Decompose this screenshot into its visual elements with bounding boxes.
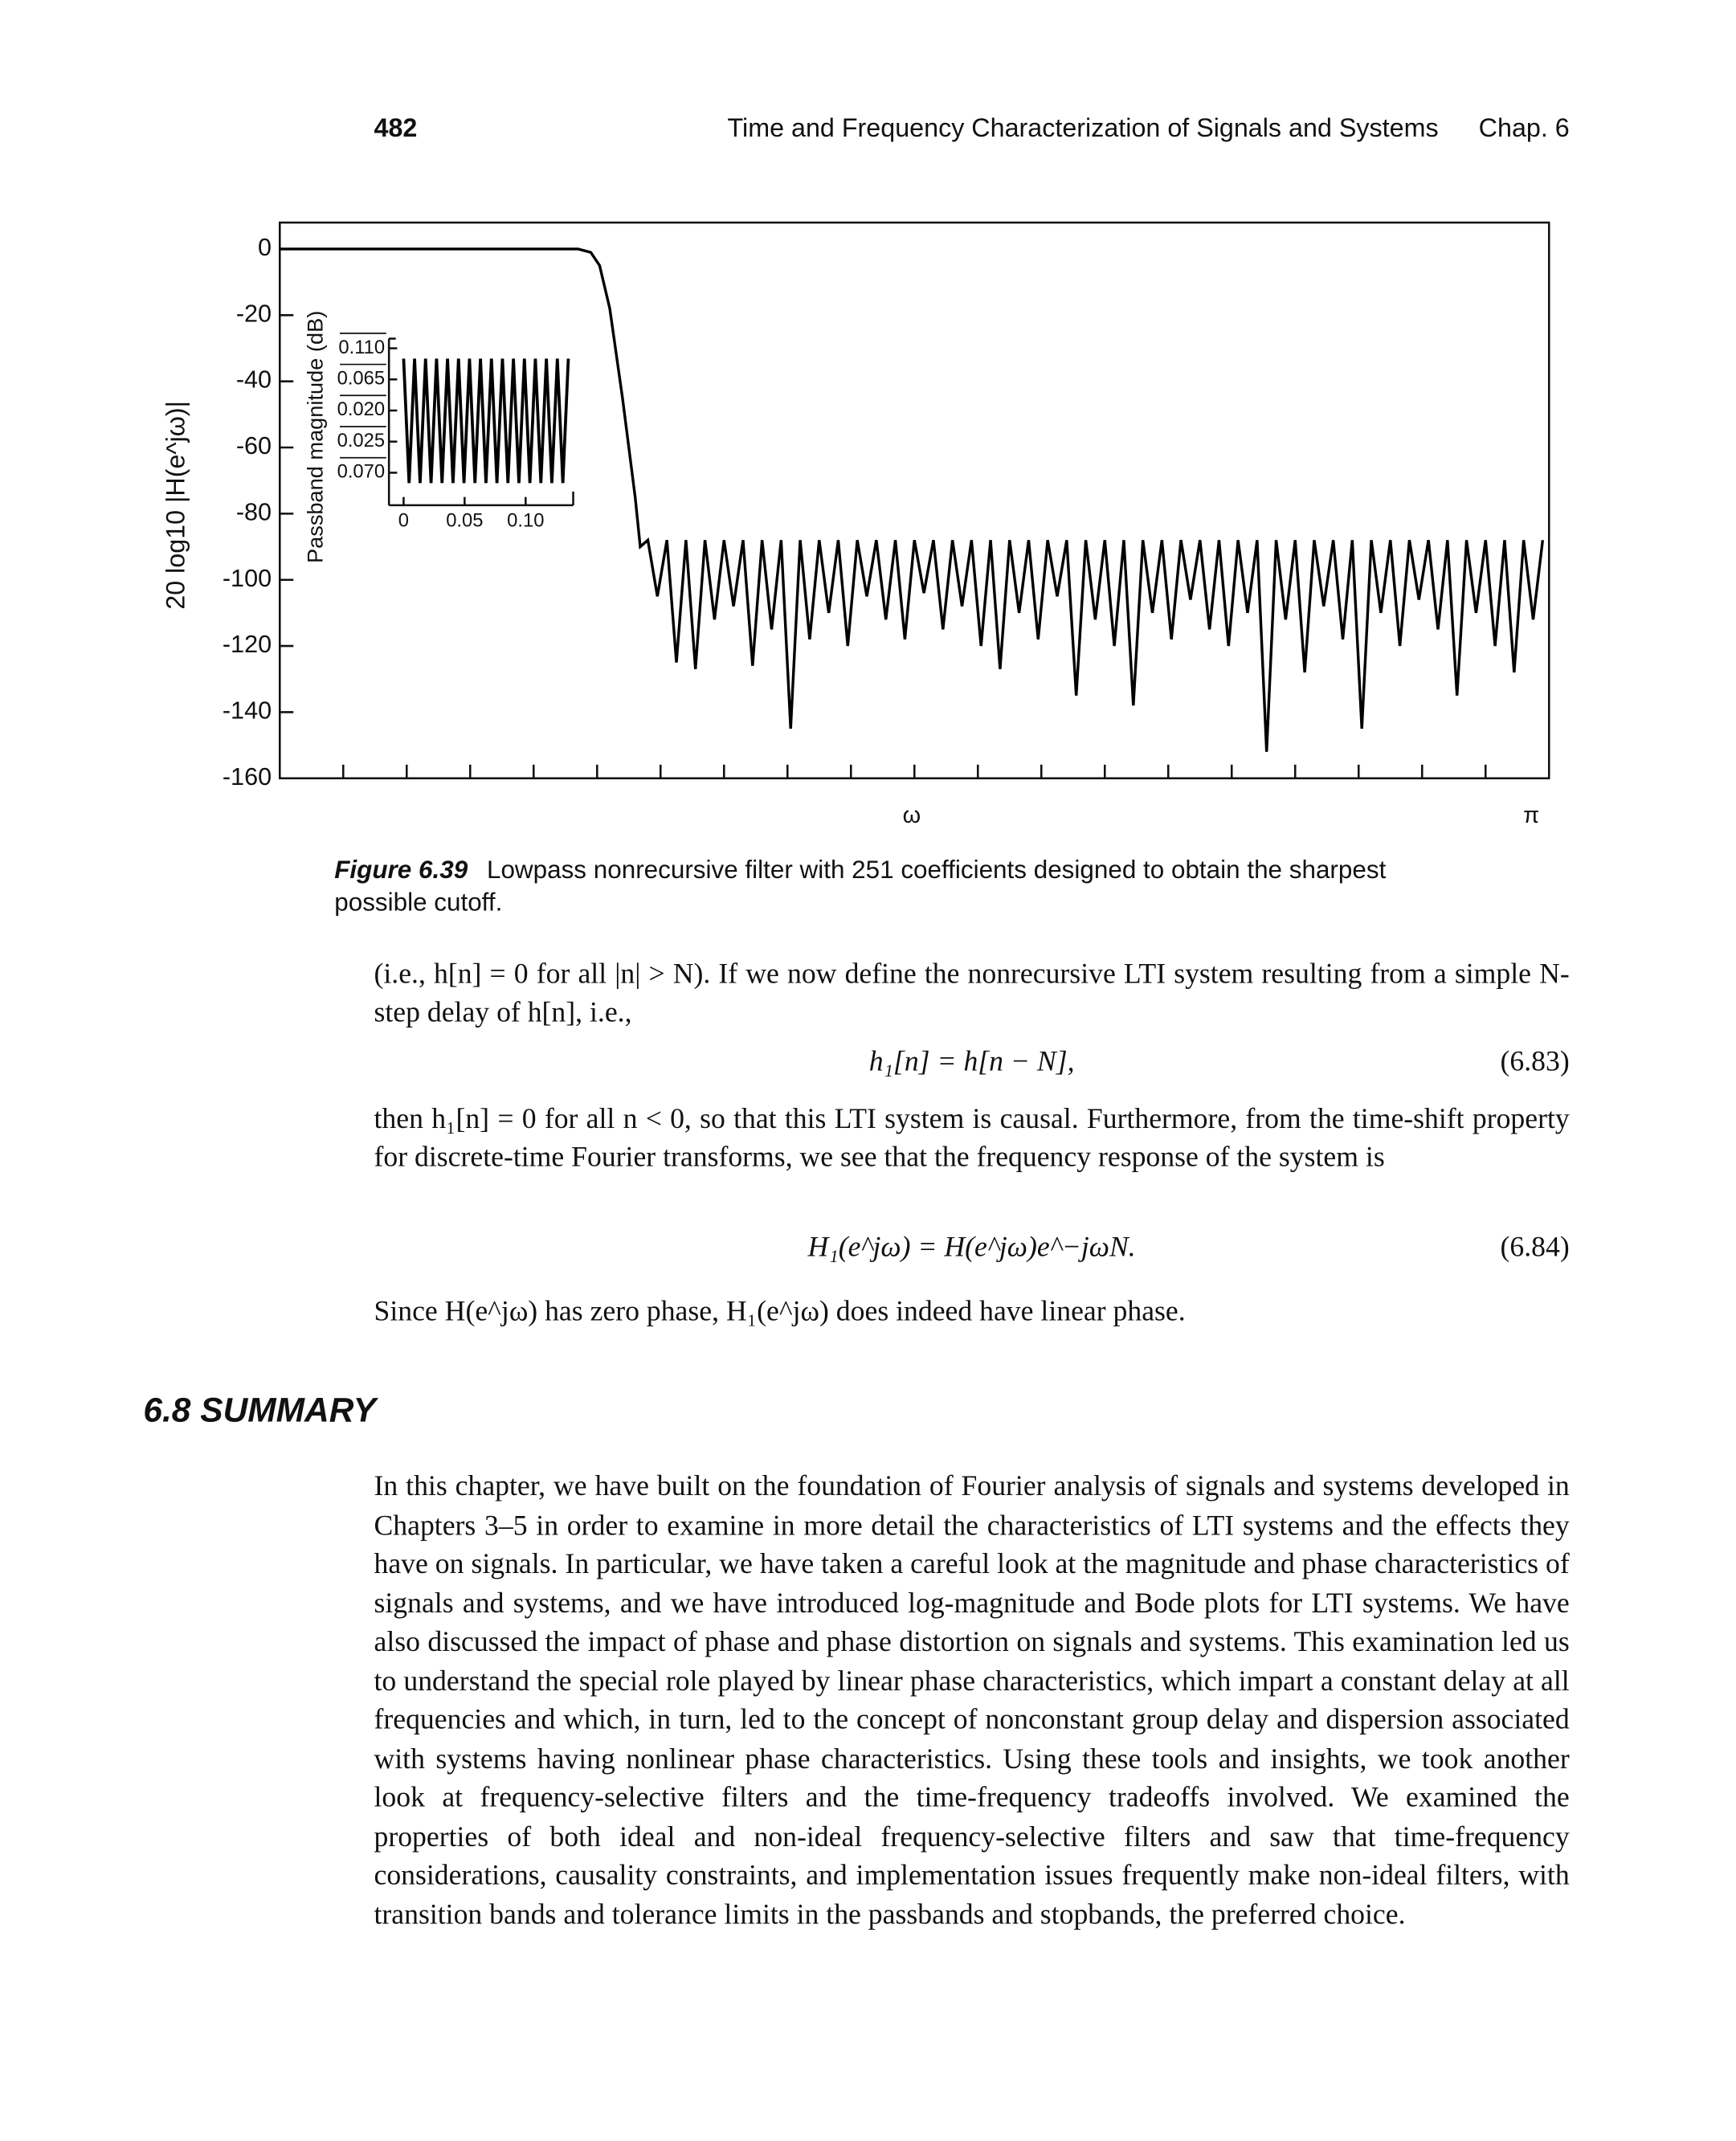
equation-expr: h₁[n] = h[n − N], bbox=[868, 1044, 1075, 1077]
equation-expr: H₁(e^jω) = H(e^jω)e^−jωN. bbox=[807, 1230, 1136, 1264]
chapter-label: Chap. 6 bbox=[1478, 114, 1570, 144]
equation-number: (6.84) bbox=[1500, 1230, 1570, 1264]
y-tick-label: -60 bbox=[236, 432, 272, 460]
y-tick-label: -120 bbox=[223, 631, 272, 658]
x-axis-end-label: π bbox=[1523, 803, 1539, 828]
y-tick-label: 0 bbox=[258, 234, 272, 261]
equation: H₁(e^jω) = H(e^jω)e^−jωN. (6.84) bbox=[374, 1228, 1570, 1266]
y-tick-label: 0.110 bbox=[338, 337, 385, 358]
equation: h₁[n] = h[n − N], (6.83) bbox=[374, 1042, 1570, 1081]
figure-caption: Figure 6.39 Lowpass nonrecursive filter w… bbox=[334, 853, 1399, 919]
running-title: Time and Frequency Characterization of S… bbox=[727, 114, 1439, 144]
paragraph: (i.e., h[n] = 0 for all |n| > N). If we … bbox=[374, 957, 1570, 1028]
caption-label: Figure 6.39 bbox=[334, 854, 468, 884]
section-heading: 6.8 SUMMARY bbox=[143, 1391, 376, 1431]
response-line bbox=[280, 247, 1545, 752]
y-tick-label: -100 bbox=[223, 565, 272, 592]
equation-number: (6.83) bbox=[1500, 1044, 1570, 1077]
section-number: 6.8 bbox=[143, 1391, 191, 1430]
y-tick-label: 0.070 bbox=[337, 461, 385, 483]
y-tick-label: -40 bbox=[236, 366, 272, 394]
y-axis-label: 20 log10 |H(e^jω)| bbox=[161, 401, 190, 610]
section-title: SUMMARY bbox=[200, 1391, 376, 1430]
summary-paragraph: In this chapter, we have built on the fo… bbox=[374, 1469, 1570, 1931]
x-tick-label: 0.05 bbox=[446, 510, 483, 532]
response-line bbox=[402, 358, 570, 484]
figure: 0 -20 -40 -60 -80 -100 -120 -140 -160 20 log10 |H… bbox=[161, 221, 1550, 828]
paragraph: then h₁[n] = 0 for all n < 0, so that th… bbox=[374, 1101, 1570, 1173]
x-axis-label: ω bbox=[903, 803, 921, 828]
x-tick-label: 0 bbox=[398, 510, 409, 532]
y-tick-label: -80 bbox=[236, 498, 272, 525]
y-tick-label: 0.065 bbox=[337, 368, 385, 390]
paragraph: Since H(e^jω) has zero phase, H₁(e^jω) d… bbox=[374, 1294, 1186, 1328]
y-tick-label: 0.020 bbox=[337, 398, 385, 420]
y-tick-label: -140 bbox=[223, 697, 272, 724]
y-axis-label: Passband magnitude (dB) bbox=[302, 311, 327, 563]
plot-frame bbox=[279, 221, 1550, 780]
page-number: 482 bbox=[374, 114, 418, 144]
y-tick-label: -160 bbox=[223, 763, 272, 791]
x-tick-label: 0.10 bbox=[507, 510, 544, 532]
y-tick-label: -20 bbox=[236, 300, 272, 327]
y-tick-label: 0.025 bbox=[337, 430, 385, 451]
caption-text: Lowpass nonrecursive filter with 251 coe… bbox=[334, 854, 1387, 917]
